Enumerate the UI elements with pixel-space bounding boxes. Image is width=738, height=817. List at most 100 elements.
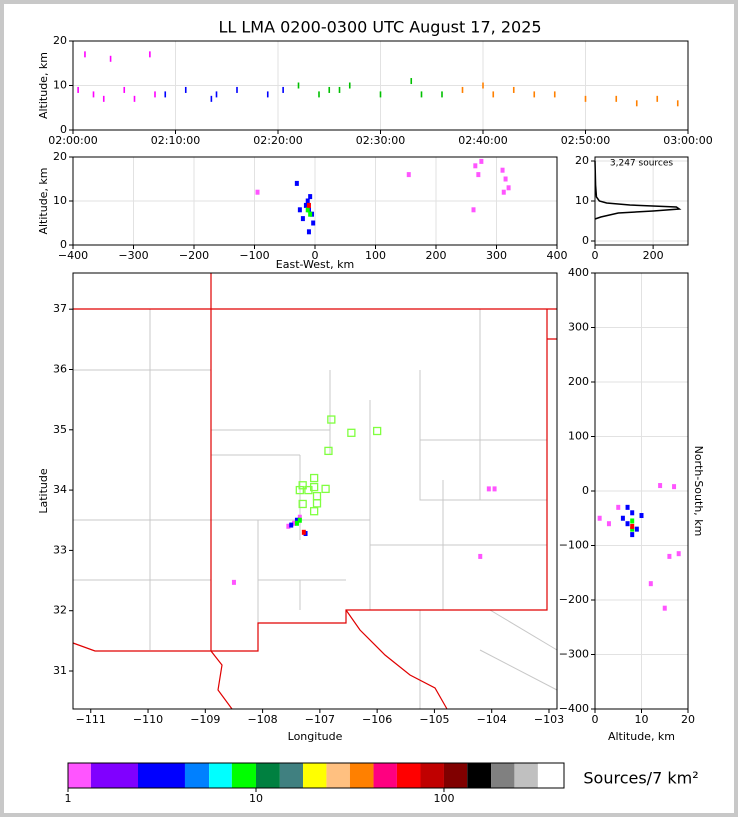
station-marker xyxy=(312,499,322,508)
x-tick-label: −107 xyxy=(305,713,335,726)
source-point xyxy=(630,518,635,524)
x-tick-label: 100 xyxy=(365,249,386,262)
colorbar-segment xyxy=(303,763,327,788)
colorbar-tick-label: 10 xyxy=(249,792,263,805)
source-point xyxy=(308,194,313,200)
x-axis-label: Altitude, km xyxy=(608,730,675,743)
x-tick-label: −109 xyxy=(190,713,220,726)
source-point xyxy=(215,91,218,98)
y-tick-label: 32 xyxy=(53,604,67,617)
x-tick-label: 03:00:00 xyxy=(663,134,712,147)
y-tick-label: 37 xyxy=(53,302,67,315)
y-tick-label: 10 xyxy=(53,194,67,207)
y-tick-label: −300 xyxy=(559,648,589,661)
source-point xyxy=(92,91,95,98)
station-marker xyxy=(295,485,304,495)
colorbar-segment xyxy=(420,763,444,788)
map-outlines xyxy=(72,273,558,710)
source-point xyxy=(294,180,299,186)
source-point xyxy=(630,532,635,538)
source-point xyxy=(479,158,484,164)
x-tick-label: 02:40:00 xyxy=(458,134,507,147)
source-point xyxy=(635,100,638,107)
y-tick-label: 10 xyxy=(575,194,589,207)
chart-title: LL LMA 0200-0300 UTC August 17, 2025 xyxy=(218,18,541,37)
source-point xyxy=(406,172,411,178)
source-point xyxy=(348,82,351,89)
x-tick-label: 02:00:00 xyxy=(48,134,97,147)
source-point xyxy=(109,55,112,62)
x-tick-label: 400 xyxy=(547,249,568,262)
x-tick-label: −104 xyxy=(477,713,507,726)
colorbar-tick-label: 1 xyxy=(65,792,72,805)
source-point xyxy=(667,553,672,559)
source-point xyxy=(676,100,679,107)
altitude-histogram-line xyxy=(594,160,682,220)
source-point xyxy=(639,513,644,519)
source-point xyxy=(297,82,300,89)
source-point xyxy=(597,515,602,521)
source-point xyxy=(606,521,611,527)
y-tick-label: 10 xyxy=(53,79,67,92)
source-point xyxy=(306,202,311,208)
source-point xyxy=(486,486,491,492)
x-tick-label: −400 xyxy=(58,249,88,262)
source-point xyxy=(255,189,260,195)
source-point xyxy=(616,504,621,510)
source-point xyxy=(123,86,126,93)
source-point xyxy=(512,86,515,93)
y-tick-label: −400 xyxy=(559,702,589,715)
source-point xyxy=(184,86,187,93)
x-tick-label: −103 xyxy=(534,713,564,726)
source-point xyxy=(533,91,536,98)
state-borders xyxy=(72,273,557,710)
y-tick-label: 34 xyxy=(53,483,67,496)
colorbar-segment xyxy=(184,763,210,788)
x-axis-label: East-West, km xyxy=(276,258,354,271)
source-point xyxy=(662,605,667,611)
colorbar-segment xyxy=(68,763,91,788)
y-axis-label: Altitude, km xyxy=(37,167,50,234)
y-tick-label: 31 xyxy=(53,664,67,677)
y-axis-label: Latitude xyxy=(37,468,50,514)
colorbar-segment xyxy=(326,763,350,788)
source-point xyxy=(303,202,308,208)
source-point xyxy=(441,91,443,98)
source-point xyxy=(482,82,484,89)
y-axis-label: North-South, km xyxy=(692,446,705,537)
source-point xyxy=(630,523,635,529)
y-tick-label: 36 xyxy=(53,362,67,375)
source-point xyxy=(149,51,151,58)
source-point xyxy=(286,523,291,529)
x-tick-label: 200 xyxy=(426,249,447,262)
source-point xyxy=(500,167,505,173)
colorbar-segment xyxy=(209,763,232,788)
source-point xyxy=(297,207,302,213)
station-marker xyxy=(327,415,336,424)
colorbar-label: Sources/7 km² xyxy=(583,769,698,788)
source-point xyxy=(84,51,86,58)
source-point xyxy=(231,579,236,585)
source-point xyxy=(294,520,299,526)
source-point xyxy=(476,172,481,178)
source-point xyxy=(311,220,316,226)
source-point xyxy=(301,529,306,535)
source-point xyxy=(154,91,156,98)
y-tick-label: 20 xyxy=(53,150,67,163)
annotation: 3,247 sources xyxy=(610,159,674,169)
colorbar-segment xyxy=(90,763,138,788)
source-point xyxy=(297,517,302,523)
y-tick-label: 35 xyxy=(53,423,67,436)
x-tick-label: 02:10:00 xyxy=(151,134,200,147)
source-point xyxy=(328,86,331,93)
figure-background xyxy=(4,4,734,813)
y-tick-label: 300 xyxy=(568,321,589,334)
colorbar-segment xyxy=(137,763,185,788)
source-point xyxy=(658,483,663,489)
source-point xyxy=(102,95,105,102)
station-marker xyxy=(372,426,382,436)
x-tick-label: −106 xyxy=(362,713,392,726)
colorbar-segment xyxy=(491,763,515,788)
source-point xyxy=(318,91,320,98)
